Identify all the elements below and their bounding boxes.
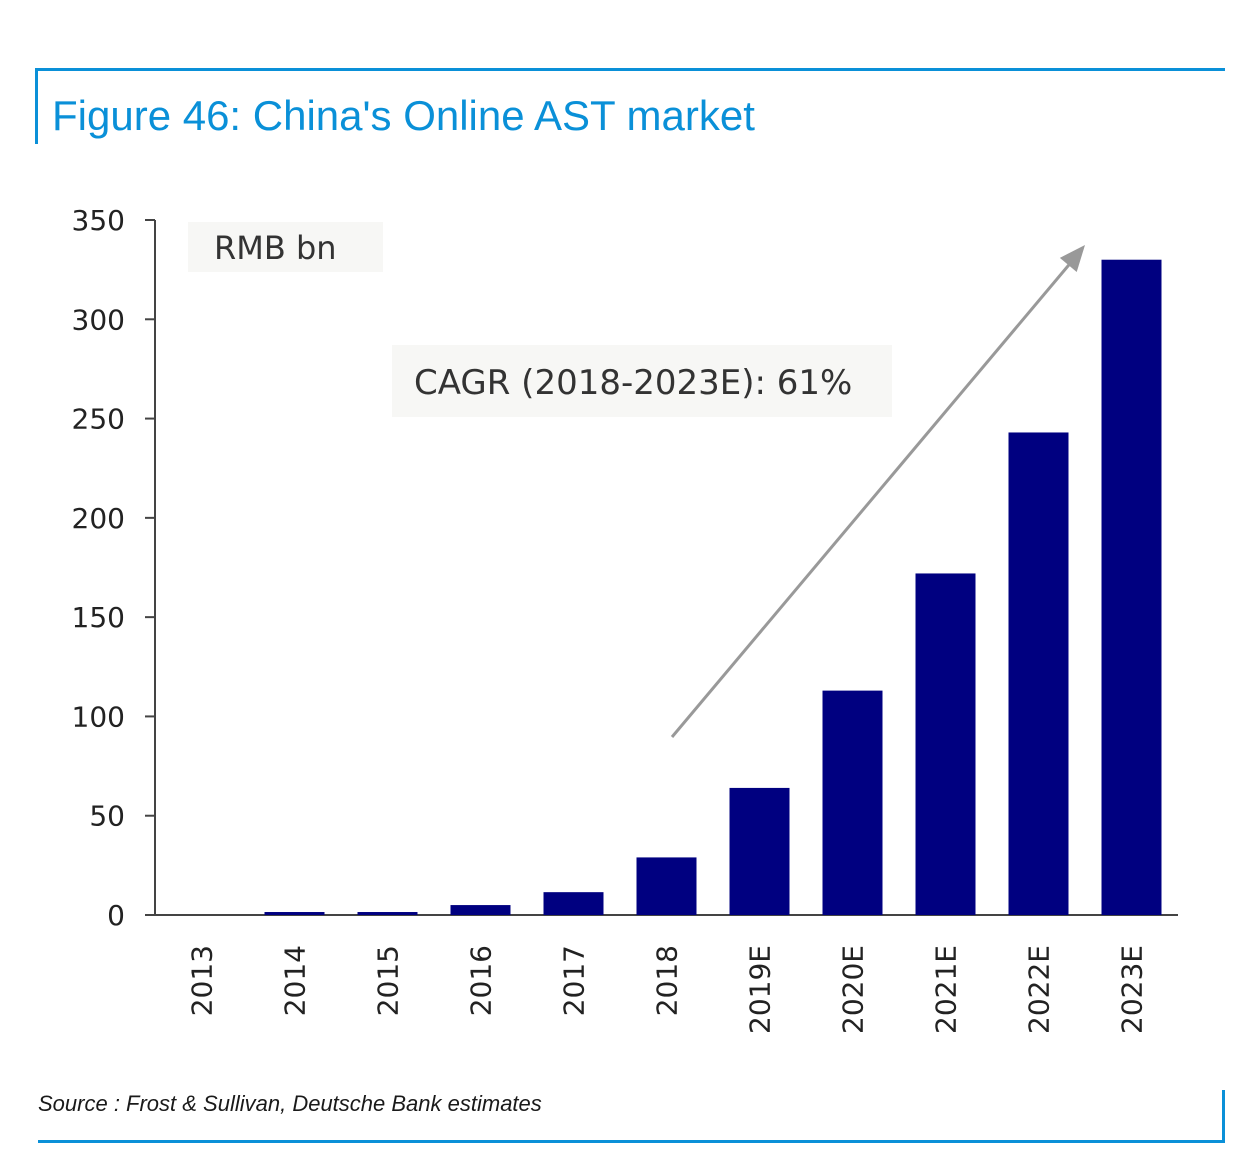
cagr-annotation: CAGR (2018-2023E): 61% (414, 363, 852, 403)
x-tick-label: 2021E (930, 945, 963, 1034)
bar-2015 (357, 912, 418, 915)
growth-arrow-head (1059, 245, 1085, 272)
y-tick-label: 50 (89, 800, 125, 833)
unit-label: RMB bn (214, 229, 337, 267)
x-tick-label: 2022E (1023, 945, 1056, 1034)
y-tick-label: 100 (72, 700, 125, 733)
annotation-layer: RMB bn CAGR (2018-2023E): 61% (188, 222, 1085, 738)
x-tick-label: 2014 (279, 945, 312, 1016)
x-tick-label: 2013 (186, 945, 219, 1016)
x-tick-label: 2018 (651, 945, 684, 1016)
y-tick-label: 150 (72, 601, 125, 634)
frame-right-border (1222, 1090, 1225, 1143)
y-tick-label: 0 (107, 899, 125, 932)
y-tick-label: 200 (72, 502, 125, 535)
bar-2020E (822, 690, 883, 915)
x-tick-label: 2017 (558, 945, 591, 1016)
bar-2017 (543, 892, 604, 915)
bars-layer (264, 259, 1162, 915)
frame-bottom-border (38, 1140, 1225, 1143)
x-tick-label: 2016 (465, 945, 498, 1016)
bar-2016 (450, 905, 511, 915)
bar-2018 (636, 857, 697, 915)
x-tick-label: 2019E (744, 945, 777, 1034)
y-tick-label: 350 (72, 204, 125, 237)
figure-title: Figure 46: China's Online AST market (52, 92, 755, 139)
bar-2023E (1101, 259, 1162, 915)
unit-label-bg (188, 222, 383, 272)
labels-layer: 0 50 100 150 200 250 300 350 2013 2014 2015 2016 201… (72, 204, 1149, 1034)
y-tick-label: 250 (72, 403, 125, 436)
bar-2021E (915, 573, 976, 915)
frame-top-border (35, 68, 1225, 71)
source-note: Source : Frost & Sullivan, Deutsche Bank… (38, 1091, 542, 1116)
x-tick-label: 2020E (837, 945, 870, 1034)
cagr-annotation-bg (392, 345, 892, 417)
x-tick-label: 2023E (1116, 945, 1149, 1034)
y-tick-label: 300 (72, 303, 125, 336)
bar-2019E (729, 787, 790, 915)
frame-left-border (35, 68, 38, 144)
x-tick-label: 2015 (372, 945, 405, 1016)
bar-2022E (1008, 432, 1069, 915)
growth-arrow-line (670, 259, 1075, 738)
bar-2014 (264, 912, 325, 915)
